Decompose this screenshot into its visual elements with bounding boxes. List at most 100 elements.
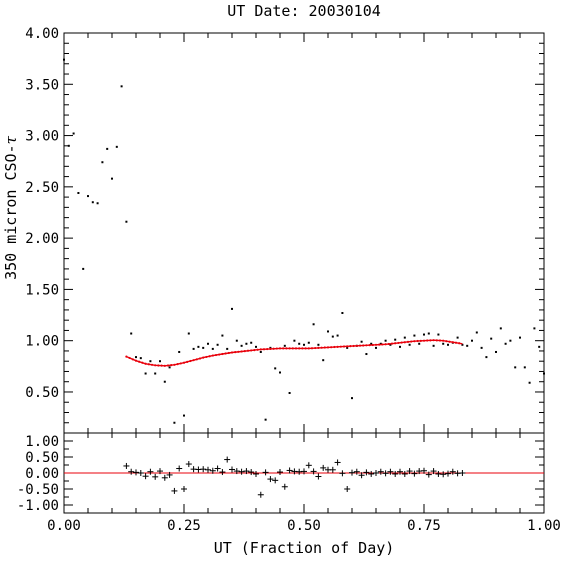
fit-marker [198,357,202,360]
residual-point [238,468,245,475]
fit-marker [310,347,314,350]
fit-marker [419,339,422,342]
fit-marker [451,341,454,344]
y-tick-label: 0.50 [25,450,59,466]
tau-data-point [67,144,70,147]
x-tick-label: 0.75 [407,518,441,534]
fit-marker [147,363,150,366]
tau-data-point [519,336,521,339]
tau-data-point [466,344,469,347]
residual-point [334,459,341,466]
fit-marker [352,344,355,348]
residual-point [229,466,235,473]
residual-point [310,468,317,475]
fit-marker [160,364,163,367]
fit-marker [435,339,438,342]
tau-data-point [187,332,190,335]
tau-data-point [91,201,94,204]
y-tick-label: 2.00 [25,231,59,247]
tau-data-point [408,343,411,346]
fit-marker [256,348,259,351]
fit-marker [262,348,266,351]
residual-point [401,470,408,477]
y-tick-label: -1.00 [17,498,59,514]
tau-data-point [250,341,253,344]
residual-point [301,468,307,475]
fit-marker [125,355,128,358]
fit-marker [275,347,278,350]
fit-marker [266,347,269,351]
tau-data-point [456,336,459,339]
fit-marker [230,351,234,354]
tau-data-point [475,331,478,334]
residual-point [320,464,327,471]
fit-marker [458,342,461,345]
tau-panel: 0.50 1.00 1.50 2.00 2.50 3.00 3.50 4.00 [25,26,545,434]
residual-point [243,468,250,475]
residual-point [200,466,207,473]
tau-data-point [231,307,233,310]
residual-point [440,471,447,478]
tau-data-point [399,345,401,348]
fit-marker [144,362,147,365]
fit-marker [378,343,381,346]
residual-point [257,491,264,498]
tau-data-point [207,342,209,345]
fit-marker [355,344,358,347]
fit-marker [157,364,160,367]
fit-marker [166,364,170,367]
tau-data-point [183,414,185,417]
fit-marker [176,363,179,366]
tau-data-point [480,346,483,349]
tau-data-point [255,345,257,348]
tau-data-point [274,367,277,370]
tau-data-point [283,344,286,347]
fit-marker [131,358,134,361]
residual-point [133,469,139,476]
tau-data-point [341,312,344,314]
residual-point [373,470,379,476]
residual-point [430,468,437,475]
tau-data-point [370,342,373,345]
residual-point [286,467,293,474]
tau-data-point [293,339,296,342]
tau-data-point [437,333,440,336]
tau-data-point [351,397,353,400]
residual-point [209,467,216,474]
tau-data-point [240,344,243,347]
fit-marker [410,340,413,343]
fit-marker [448,340,451,343]
y-axis-title-text: 350 micron CSO- [2,144,20,279]
fit-marker [326,346,330,349]
y-axis-title-symbol: τ [2,135,20,144]
fit-marker [333,345,336,349]
residual-point [176,465,183,472]
fit-marker [227,351,230,355]
residual-point [166,471,173,478]
fit-marker [349,345,352,348]
fit-marker [205,355,208,359]
fit-marker [170,364,173,367]
tau-data-point [360,340,363,343]
fit-marker [138,360,141,363]
tau-data-point [101,161,104,164]
fit-marker [381,343,384,346]
tau-data-point [485,356,488,359]
residual-point [142,473,149,480]
tau-data-point [504,342,507,345]
tau-data-point [499,327,502,330]
fit-marker [374,343,378,346]
tau-data-point [514,366,517,369]
fit-marker [259,348,262,351]
residual-point [363,469,370,476]
fit-marker [221,352,224,356]
tau-data-point [106,147,109,150]
fit-marker [416,339,419,343]
residual-point [382,470,389,477]
tau-data-points [63,58,545,424]
residual-point [123,462,130,469]
y-tick-label: 4.00 [25,26,59,42]
fit-marker [426,339,429,342]
tau-data-point [471,339,473,342]
